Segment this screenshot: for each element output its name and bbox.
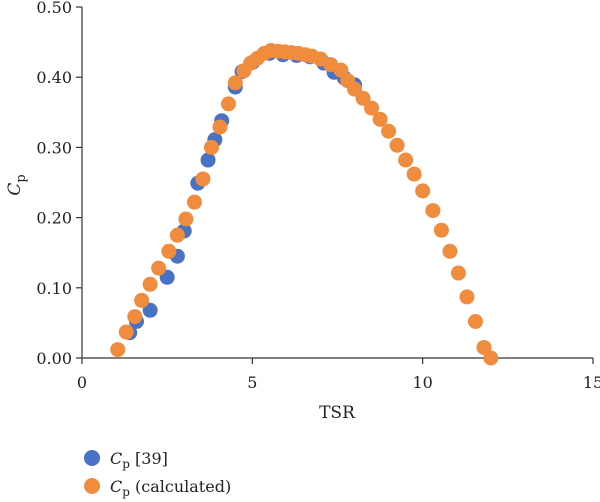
legend-marker-series-1	[84, 450, 100, 466]
data-point	[467, 313, 483, 329]
data-point	[372, 111, 388, 127]
svg-text:Cp: Cp	[5, 174, 29, 195]
data-point	[381, 123, 397, 139]
data-point	[203, 139, 219, 155]
data-point	[178, 211, 194, 227]
legend-label-series-1: Cp [39]	[110, 449, 168, 471]
legend-label-series-2: Cp (calculated)	[110, 477, 231, 499]
data-point	[442, 243, 458, 259]
data-point	[134, 292, 150, 308]
data-points	[110, 43, 499, 366]
y-tick-label: 0.00	[36, 349, 72, 368]
data-point	[195, 171, 211, 187]
x-tick-label: 5	[247, 373, 257, 392]
data-point	[212, 119, 228, 135]
y-axis-label-sub: p	[14, 174, 29, 182]
y-axis-label-main: C	[5, 183, 25, 196]
series-1	[122, 45, 363, 341]
y-tick-label: 0.20	[36, 209, 72, 228]
data-point	[389, 137, 405, 153]
y-tick-label: 0.40	[36, 68, 72, 87]
x-tick-label: 0	[77, 373, 87, 392]
x-tick-label: 15	[583, 373, 600, 392]
legend: Cp [39] Cp (calculated)	[84, 449, 231, 499]
data-point	[161, 243, 177, 259]
x-axis-label: TSR	[319, 403, 356, 423]
x-tick-label: 10	[412, 373, 432, 392]
data-point	[364, 100, 380, 116]
series-2	[110, 43, 499, 366]
data-point	[142, 276, 158, 292]
data-point	[200, 152, 216, 168]
data-point	[169, 227, 185, 243]
data-point	[406, 166, 422, 182]
data-point	[110, 342, 126, 358]
data-point	[227, 75, 243, 91]
axes	[81, 7, 593, 359]
data-point	[151, 260, 167, 276]
data-point	[220, 96, 236, 112]
y-axis-label: Cp	[5, 174, 29, 195]
data-point	[398, 152, 414, 168]
data-point	[127, 309, 143, 325]
data-point	[142, 302, 158, 318]
y-tick-label: 0.50	[36, 0, 72, 17]
data-point	[118, 324, 134, 340]
y-tick-label: 0.10	[36, 279, 72, 298]
data-point	[433, 222, 449, 238]
data-point	[425, 203, 441, 219]
data-point	[355, 90, 371, 106]
data-point	[459, 289, 475, 305]
data-point	[450, 265, 466, 281]
data-point	[186, 194, 202, 210]
ticks: 0.00 0.10 0.20 0.30 0.40 0.50 0 5 10 15	[36, 0, 600, 392]
data-point	[415, 183, 431, 199]
y-tick-label: 0.30	[36, 138, 72, 157]
legend-marker-series-2	[84, 478, 100, 494]
data-point	[483, 350, 499, 366]
